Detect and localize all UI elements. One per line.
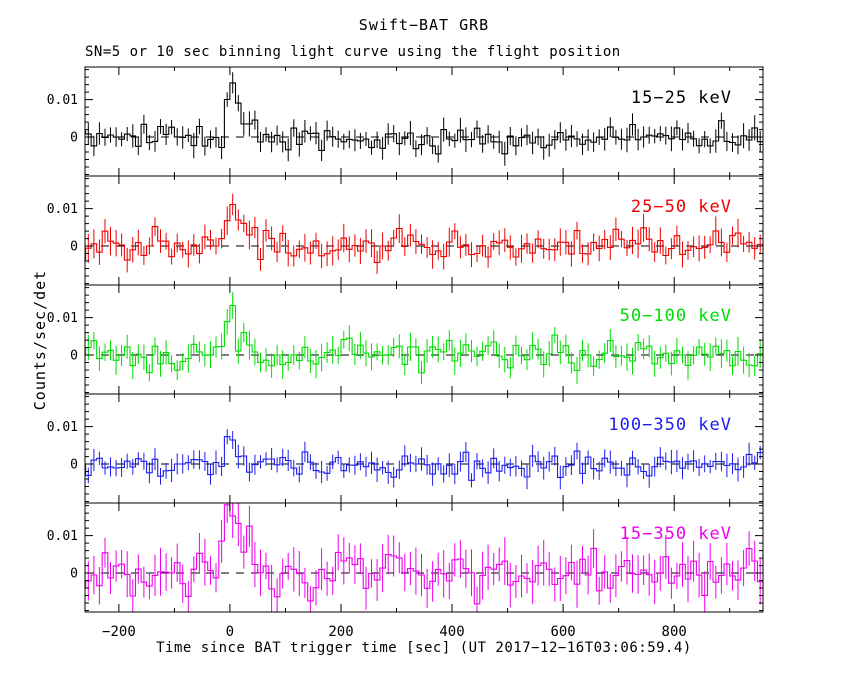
panel-50−100 keV: 0 0.01 50−100 keV xyxy=(47,284,764,395)
y-tick-label: 0.01 xyxy=(47,529,78,544)
errorbars-15−350 keV xyxy=(87,503,761,612)
errorbars-100−350 keV xyxy=(87,429,761,490)
y-tick-label: 0.01 xyxy=(47,311,78,326)
x-axis-label: Time since BAT trigger time [sec] (UT 20… xyxy=(156,640,692,656)
axis-ticks xyxy=(85,285,763,394)
y-tick-label: 0.01 xyxy=(47,93,78,108)
y-tick-label: 0 xyxy=(70,349,78,364)
chart-title: Swift−BAT GRB xyxy=(358,16,490,34)
x-tick-label: 400 xyxy=(439,624,464,640)
errorbars-15−25 keV xyxy=(87,72,761,166)
y-tick-label: 0.01 xyxy=(47,202,78,217)
y-tick-label: 0 xyxy=(70,131,78,146)
panel-frame xyxy=(84,175,764,286)
panel-data-area xyxy=(85,193,763,274)
energy-band-label: 100−350 keV xyxy=(608,415,732,435)
panel-data-area xyxy=(85,72,763,166)
x-tick-label: 0 xyxy=(226,624,234,640)
errorbars-25−50 keV xyxy=(87,193,761,274)
panel-frame xyxy=(84,502,764,613)
lightcurve-100−350 keV xyxy=(85,436,763,481)
y-tick-label: 0.01 xyxy=(47,420,78,435)
axis-ticks xyxy=(85,67,763,176)
panel-frame xyxy=(84,284,764,395)
x-tick-label: 800 xyxy=(662,624,687,640)
axis-ticks xyxy=(85,394,763,503)
x-tick-label: 600 xyxy=(550,624,575,640)
energy-band-label: 15−350 keV xyxy=(620,524,732,544)
panel-15−350 keV: 0 0.01 15−350 keV xyxy=(47,502,764,613)
panel-100−350 keV: 0 0.01 100−350 keV xyxy=(47,393,764,504)
errorbars-50−100 keV xyxy=(87,292,761,385)
axis-ticks xyxy=(85,176,763,285)
panel-data-area xyxy=(85,429,763,490)
y-tick-label: 0 xyxy=(70,567,78,582)
energy-band-label: 15−25 keV xyxy=(631,88,732,108)
panel-15−25 keV: 0 0.01 15−25 keV xyxy=(47,66,764,177)
energy-band-label: 50−100 keV xyxy=(620,306,732,326)
panel-25−50 keV: 0 0.01 25−50 keV xyxy=(47,175,764,286)
y-tick-label: 0 xyxy=(70,240,78,255)
panel-frame xyxy=(84,393,764,504)
chart-subtitle: SN=5 or 10 sec binning light curve using… xyxy=(85,44,621,60)
lightcurve-15−350 keV xyxy=(85,504,763,605)
axis-ticks xyxy=(85,503,763,612)
panel-frame xyxy=(84,66,764,177)
panel-data-area xyxy=(85,503,763,612)
x-tick-label: −200 xyxy=(102,624,136,640)
y-tick-label: 0 xyxy=(70,458,78,473)
panel-data-area xyxy=(85,292,763,385)
energy-band-label: 25−50 keV xyxy=(631,197,732,217)
x-tick-label: 200 xyxy=(328,624,353,640)
